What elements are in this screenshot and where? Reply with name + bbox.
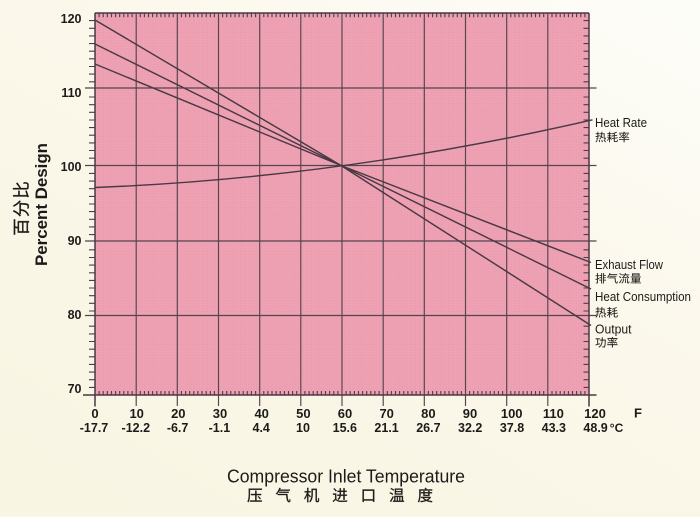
svg-text:10: 10 bbox=[296, 421, 310, 435]
svg-text:0: 0 bbox=[91, 406, 98, 421]
svg-text:80: 80 bbox=[421, 406, 435, 421]
svg-text:15.6: 15.6 bbox=[333, 421, 357, 435]
svg-text:120: 120 bbox=[584, 406, 606, 421]
svg-text:32.2: 32.2 bbox=[458, 421, 482, 435]
svg-text:-17.7: -17.7 bbox=[80, 421, 109, 435]
svg-text:26.7: 26.7 bbox=[416, 421, 440, 435]
svg-text:80: 80 bbox=[68, 308, 82, 322]
svg-text:-6.7: -6.7 bbox=[167, 421, 189, 435]
svg-text:20: 20 bbox=[171, 406, 185, 421]
svg-text:70: 70 bbox=[68, 382, 82, 396]
svg-text:Percent Design: Percent Design bbox=[32, 143, 51, 266]
svg-text:37.8: 37.8 bbox=[500, 421, 524, 435]
svg-text:120: 120 bbox=[61, 12, 82, 26]
svg-text:90: 90 bbox=[463, 406, 477, 421]
svg-text:-12.2: -12.2 bbox=[122, 421, 151, 435]
svg-text:4.4: 4.4 bbox=[253, 421, 270, 435]
svg-text:F: F bbox=[634, 406, 642, 421]
svg-text:10: 10 bbox=[129, 406, 143, 421]
svg-text:°C: °C bbox=[610, 421, 624, 435]
svg-text:100: 100 bbox=[61, 160, 82, 174]
svg-text:90: 90 bbox=[68, 234, 82, 248]
svg-text:Compressor Inlet Temperature: Compressor Inlet Temperature bbox=[227, 467, 465, 487]
svg-text:48.9: 48.9 bbox=[583, 421, 607, 435]
svg-text:40: 40 bbox=[254, 406, 268, 421]
svg-text:Heat Consumption: Heat Consumption bbox=[595, 289, 691, 304]
svg-text:100: 100 bbox=[501, 406, 523, 421]
svg-text:50: 50 bbox=[296, 406, 310, 421]
svg-text:110: 110 bbox=[543, 406, 564, 421]
svg-text:Exhaust Flow: Exhaust Flow bbox=[595, 257, 664, 272]
svg-text:21.1: 21.1 bbox=[374, 421, 398, 435]
svg-text:Output: Output bbox=[595, 322, 632, 337]
svg-text:110: 110 bbox=[61, 86, 81, 100]
svg-text:60: 60 bbox=[338, 406, 352, 421]
svg-text:Heat Rate: Heat Rate bbox=[595, 115, 647, 130]
svg-text:43.3: 43.3 bbox=[542, 421, 566, 435]
svg-text:-1.1: -1.1 bbox=[209, 421, 231, 435]
svg-text:70: 70 bbox=[379, 406, 393, 421]
svg-text:30: 30 bbox=[213, 406, 227, 421]
